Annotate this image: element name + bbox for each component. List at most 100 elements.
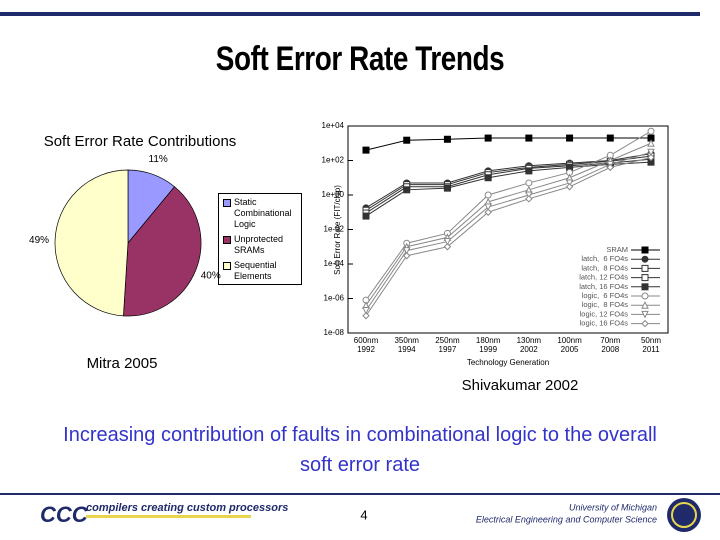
x-tick-line: 50nm	[641, 336, 661, 345]
legend-marker	[641, 292, 649, 300]
pie-slice	[54, 169, 129, 317]
legend-marker	[641, 319, 649, 328]
y-tick-label: 1e+02	[322, 156, 345, 165]
marker	[606, 134, 614, 142]
legend-swatch	[223, 199, 231, 207]
marker	[484, 134, 492, 142]
legend-label: logic, 6 FO4s	[582, 291, 629, 300]
x-tick-label: 600nm 1992	[354, 336, 379, 354]
marker	[565, 179, 574, 188]
x-tick-line: 180nm	[476, 336, 501, 345]
y-axis-label: Soft Error Rate (FIT/chip)	[333, 185, 342, 275]
marker	[566, 134, 574, 142]
x-tick-label: 70nm 2008	[600, 336, 620, 354]
x-tick-label: 350nm 1994	[394, 336, 419, 354]
x-tick-label: 50nm 2011	[641, 336, 661, 354]
x-tick-line: 1994	[398, 345, 416, 354]
x-tick-label: 130nm 2002	[517, 336, 542, 354]
series-line	[365, 130, 652, 301]
marker	[647, 127, 655, 135]
series-line	[365, 161, 652, 217]
marker	[362, 146, 370, 154]
marker	[443, 243, 452, 251]
legend-entry: Static Combinational Logic	[221, 197, 299, 230]
x-axis-label: Technology Generation	[467, 358, 549, 367]
logo: CCC	[40, 502, 89, 527]
y-tick-label: 1e-08	[324, 328, 345, 337]
x-tick-line: 2011	[642, 345, 660, 354]
marker	[647, 153, 655, 162]
line-caption: Shivakumar 2002	[462, 377, 579, 394]
legend-swatch	[223, 236, 231, 244]
x-tick-line: 2005	[561, 345, 579, 354]
legend-label: Sequential Elements	[234, 260, 277, 281]
marker	[403, 252, 411, 260]
y-tick-label: 1e+00	[322, 190, 345, 199]
marker	[525, 134, 533, 142]
pie-legend: Static Combinational Logic Unprotected SR…	[218, 193, 302, 285]
x-tick-line: 600nm	[354, 336, 379, 345]
series-line	[365, 137, 651, 151]
x-tick-line: 2008	[601, 345, 619, 354]
marker	[484, 174, 492, 182]
marker	[565, 183, 574, 191]
legend-marker	[641, 264, 649, 272]
legend-swatch	[223, 262, 231, 270]
tagline: compilers creating custom processors	[86, 502, 288, 514]
x-tick-line: 2002	[520, 345, 538, 354]
marker	[484, 191, 492, 199]
legend-label: latch, 8 FO4s	[581, 263, 628, 272]
tagline-underline	[86, 515, 251, 518]
marker	[647, 148, 655, 157]
top-rule	[0, 12, 700, 16]
footer-rule	[0, 493, 720, 495]
pie-caption: Mitra 2005	[87, 355, 158, 372]
legend-marker	[641, 246, 649, 254]
legend-marker	[641, 274, 649, 282]
marker	[525, 191, 533, 200]
marker	[402, 247, 411, 255]
series-line	[365, 151, 652, 311]
pie-title: Soft Error Rate Contributions	[44, 133, 237, 150]
legend-marker	[641, 255, 649, 263]
marker	[525, 179, 533, 187]
pie-label: 40%	[201, 270, 221, 281]
series-line	[365, 156, 652, 317]
x-tick-line: 1999	[479, 345, 497, 354]
legend-marker	[641, 283, 649, 291]
marker	[403, 186, 411, 194]
marker	[443, 238, 452, 246]
x-tick-line: 350nm	[394, 336, 419, 345]
marker	[362, 312, 370, 320]
y-tick-label: 1e-06	[324, 294, 345, 303]
institution: University of Michigan	[569, 502, 657, 512]
seal-ring	[671, 502, 697, 528]
legend-entry: Unprotected SRAMs	[221, 234, 299, 256]
legend-label: latch, 6 FO4s	[581, 254, 628, 263]
slide-title: Soft Error Rate Trends	[215, 40, 505, 78]
x-tick-label: 250nm 1997	[435, 336, 460, 354]
y-tick-label: 1e+04	[322, 121, 345, 130]
x-tick-line: 100nm	[557, 336, 582, 345]
series-line	[365, 155, 652, 211]
page-number: 4	[360, 507, 367, 522]
legend-entry: Sequential Elements	[221, 260, 299, 282]
pie-label: 49%	[29, 235, 49, 246]
marker	[525, 167, 533, 175]
marker	[606, 163, 614, 172]
marker	[484, 208, 492, 216]
message: Increasing contribution of faults in com…	[63, 424, 657, 476]
x-tick-label: 100nm 2005	[557, 336, 582, 354]
marker	[443, 135, 451, 143]
legend-marker	[641, 310, 649, 319]
x-tick-line: 1992	[357, 345, 375, 354]
legend-label: SRAM	[606, 245, 628, 254]
legend-label: Unprotected SRAMs	[234, 234, 284, 255]
legend-label: logic, 16 FO4s	[580, 319, 629, 328]
legend-label: Static Combinational Logic	[234, 197, 292, 229]
department: Electrical Engineering and Computer Scie…	[476, 514, 657, 524]
marker	[484, 203, 492, 212]
marker	[362, 212, 370, 220]
